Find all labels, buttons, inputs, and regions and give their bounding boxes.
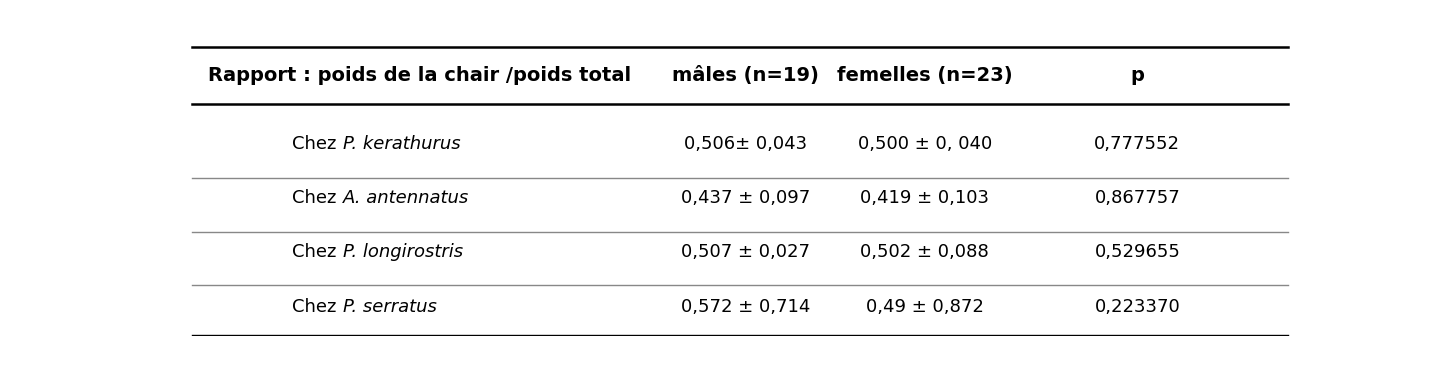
Text: Chez: Chez — [292, 243, 342, 261]
Text: A. antennatus: A. antennatus — [342, 189, 469, 207]
Text: femelles (n=23): femelles (n=23) — [838, 67, 1012, 85]
Text: 0,507 ± 0,027: 0,507 ± 0,027 — [682, 243, 810, 261]
Text: 0,529655: 0,529655 — [1095, 243, 1180, 261]
Text: p: p — [1131, 67, 1144, 85]
Text: 0,506± 0,043: 0,506± 0,043 — [684, 135, 807, 153]
Text: 0,419 ± 0,103: 0,419 ± 0,103 — [861, 189, 989, 207]
Text: 0,502 ± 0,088: 0,502 ± 0,088 — [861, 243, 989, 261]
Text: Chez: Chez — [292, 135, 342, 153]
Text: 0,572 ± 0,714: 0,572 ± 0,714 — [682, 298, 810, 316]
Text: 0,500 ± 0, 040: 0,500 ± 0, 040 — [858, 135, 992, 153]
Text: 0,867757: 0,867757 — [1095, 189, 1180, 207]
Text: P. longirostris: P. longirostris — [342, 243, 462, 261]
Text: P. serratus: P. serratus — [342, 298, 436, 316]
Text: mâles (n=19): mâles (n=19) — [673, 67, 819, 85]
Text: Rapport : poids de la chair /poids total: Rapport : poids de la chair /poids total — [208, 67, 631, 85]
Text: Chez: Chez — [292, 189, 342, 207]
Text: 0,223370: 0,223370 — [1095, 298, 1180, 316]
Text: Chez: Chez — [292, 298, 342, 316]
Text: 0,49 ± 0,872: 0,49 ± 0,872 — [866, 298, 983, 316]
Text: P. kerathurus: P. kerathurus — [342, 135, 461, 153]
Text: 0,437 ± 0,097: 0,437 ± 0,097 — [682, 189, 810, 207]
Text: 0,777552: 0,777552 — [1095, 135, 1180, 153]
